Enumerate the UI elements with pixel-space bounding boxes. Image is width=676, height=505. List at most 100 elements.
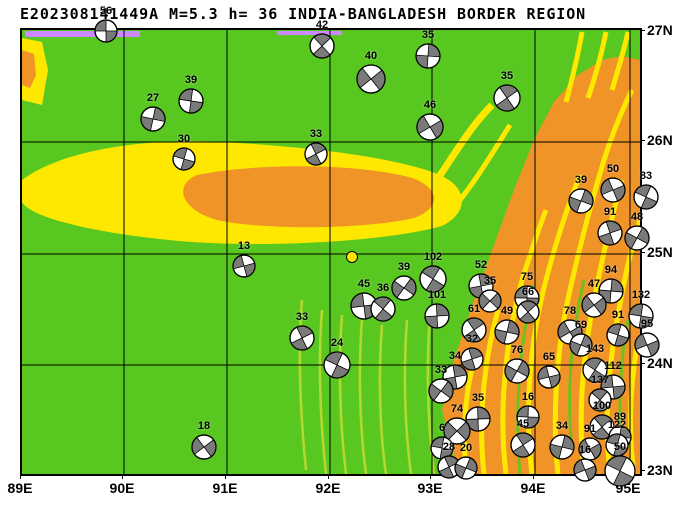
focal-mechanism-ball bbox=[94, 19, 119, 44]
event-depth-label: 28 bbox=[442, 441, 456, 453]
event-depth-label: 45 bbox=[357, 278, 371, 290]
focal-mechanism-ball bbox=[510, 432, 537, 459]
event-depth-label: 35 bbox=[483, 275, 497, 287]
focal-mechanism-ball bbox=[289, 325, 316, 352]
focal-mechanism-ball bbox=[140, 106, 167, 133]
focal-mechanism-ball bbox=[598, 278, 625, 305]
focal-mechanism-ball bbox=[191, 434, 218, 461]
focal-mechanism-ball bbox=[437, 455, 462, 480]
lat-tick bbox=[640, 139, 645, 141]
event-depth-label: 65 bbox=[542, 351, 556, 363]
lon-label: 92E bbox=[315, 480, 341, 496]
event-depth-label: 39 bbox=[184, 74, 198, 86]
event-depth-label: 34 bbox=[448, 350, 462, 362]
lon-tick bbox=[327, 474, 329, 479]
focal-mechanism-ball bbox=[460, 347, 485, 372]
event-depth-label: 32 bbox=[465, 333, 479, 345]
event-depth-label: 50 bbox=[613, 441, 627, 453]
lon-tick bbox=[19, 474, 21, 479]
lon-label: 90E bbox=[109, 480, 135, 496]
event-depth-label: 143 bbox=[585, 343, 605, 355]
focal-mechanism-ball bbox=[323, 351, 352, 380]
lat-label: 26N bbox=[647, 132, 673, 148]
focal-mechanism-ball bbox=[597, 220, 624, 247]
event-depth-label: 132 bbox=[631, 289, 651, 301]
event-depth-label: 89 bbox=[613, 411, 627, 423]
focal-mechanism-ball bbox=[589, 414, 616, 441]
event-depth-label: 75 bbox=[520, 271, 534, 283]
lat-tick bbox=[640, 251, 645, 253]
focal-mechanism-ball bbox=[370, 296, 397, 323]
focal-mechanism-ball bbox=[516, 300, 541, 325]
lat-label: 25N bbox=[647, 244, 673, 260]
event-depth-label: 78 bbox=[563, 305, 577, 317]
lat-tick bbox=[640, 469, 645, 471]
event-depth-label: 95 bbox=[640, 318, 654, 330]
epicenter-marker bbox=[346, 251, 358, 263]
event-depth-label: 40 bbox=[364, 50, 378, 62]
event-depth-label: 16 bbox=[521, 391, 535, 403]
event-depth-label: 33 bbox=[434, 364, 448, 376]
event-depth-label: 36 bbox=[376, 282, 390, 294]
focal-mechanism-ball bbox=[461, 317, 488, 344]
focal-mechanism-ball bbox=[493, 84, 522, 113]
focal-mechanism-ball bbox=[588, 388, 613, 413]
event-depth-label: 102 bbox=[423, 251, 443, 263]
focal-mechanism-ball bbox=[478, 289, 503, 314]
focal-mechanism-ball bbox=[304, 142, 329, 167]
event-depth-label: 112 bbox=[604, 360, 622, 372]
focal-mechanism-ball bbox=[465, 406, 492, 433]
focal-mechanism-ball bbox=[443, 417, 472, 446]
event-depth-label: 94 bbox=[604, 264, 618, 276]
lon-label: 94E bbox=[520, 480, 546, 496]
event-depth-label: 74 bbox=[450, 403, 464, 415]
event-depth-label: 66 bbox=[521, 286, 535, 298]
event-depth-label: 91 bbox=[611, 309, 625, 321]
event-depth-label: 13 bbox=[237, 240, 251, 252]
event-depth-label: 101 bbox=[427, 289, 447, 301]
focal-mechanism-ball bbox=[356, 64, 387, 95]
focal-mechanism-ball bbox=[549, 434, 576, 461]
focal-mechanism-ball bbox=[178, 88, 205, 115]
event-depth-label: 91 bbox=[603, 206, 617, 218]
focal-mechanism-ball bbox=[424, 303, 451, 330]
lat-label: 27N bbox=[647, 22, 673, 38]
focal-mechanism-ball bbox=[624, 225, 651, 252]
lat-label: 24N bbox=[647, 355, 673, 371]
event-depth-label: 34 bbox=[555, 420, 569, 432]
focal-mechanism-ball bbox=[569, 333, 594, 358]
focal-mechanism-ball bbox=[172, 147, 197, 172]
lon-tick bbox=[121, 474, 123, 479]
graticule-grid bbox=[22, 30, 640, 474]
event-depth-label: 137 bbox=[590, 374, 610, 386]
focal-mechanism-ball bbox=[573, 458, 598, 483]
focal-mechanism-ball bbox=[232, 254, 257, 279]
focal-mechanism-ball bbox=[419, 265, 448, 294]
event-depth-label: 35 bbox=[471, 392, 485, 404]
event-depth-label: 61 bbox=[467, 303, 481, 315]
focal-mechanism-ball bbox=[568, 188, 595, 215]
focal-mechanism-ball bbox=[604, 455, 637, 488]
focal-mechanism-ball bbox=[578, 437, 603, 462]
event-depth-label: 18 bbox=[197, 420, 211, 432]
focal-mechanism-ball bbox=[416, 113, 445, 142]
focal-mechanism-ball bbox=[391, 275, 418, 302]
focal-mechanism-ball bbox=[494, 319, 521, 346]
lon-tick bbox=[429, 474, 431, 479]
event-depth-label: 27 bbox=[146, 92, 160, 104]
focal-mechanism-ball bbox=[628, 303, 655, 330]
event-depth-label: 91 bbox=[583, 423, 597, 435]
lon-tick bbox=[532, 474, 534, 479]
event-depth-label: 69 bbox=[574, 319, 588, 331]
focal-mechanism-ball bbox=[606, 323, 631, 348]
terrain-background bbox=[22, 30, 640, 474]
lon-tick bbox=[224, 474, 226, 479]
event-depth-label: 35 bbox=[421, 29, 435, 41]
event-depth-label: 48 bbox=[630, 211, 644, 223]
event-depth-label: 33 bbox=[309, 128, 323, 140]
event-depth-label: 16 bbox=[578, 444, 592, 456]
lat-tick bbox=[640, 362, 645, 364]
event-depth-label: 56 bbox=[99, 5, 113, 17]
event-depth-label: 46 bbox=[423, 99, 437, 111]
event-depth-label: 33 bbox=[295, 311, 309, 323]
